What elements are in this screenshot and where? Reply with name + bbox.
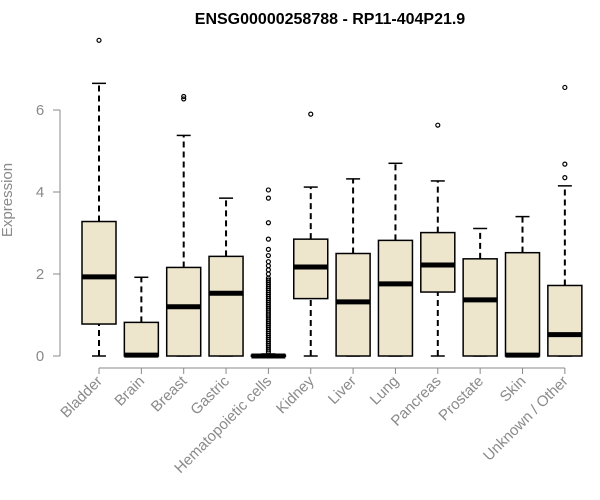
outlier-point [435, 122, 441, 128]
box-skin [504, 215, 541, 358]
outlier-point [265, 220, 271, 226]
x-tick-label: Bladder [57, 373, 106, 422]
box-iqr [420, 231, 456, 293]
x-tick-label: Breast [148, 372, 191, 415]
box-prostate [462, 227, 498, 357]
x-tick-label: Kidney [273, 372, 318, 417]
y-axis: 0 2 4 6 [36, 102, 61, 365]
box-hematopoietic-cells [250, 187, 287, 359]
box-iqr [165, 266, 202, 357]
outlier-point [562, 175, 568, 181]
outlier-point [265, 263, 271, 269]
box-liver [335, 178, 371, 357]
outlier-point [265, 236, 271, 242]
outlier-point [265, 267, 271, 273]
y-tick-label: 6 [36, 102, 44, 119]
box-kidney [293, 111, 329, 357]
box-pancreas [420, 122, 456, 357]
y-tick-label: 4 [36, 184, 44, 201]
outlier-point [181, 93, 187, 100]
y-tick-label: 2 [36, 266, 44, 283]
box-iqr [377, 239, 414, 357]
outlier-point [265, 259, 271, 265]
box-iqr [123, 321, 160, 357]
box-brain [123, 276, 160, 358]
outlier-point [265, 187, 271, 193]
outlier-point [181, 96, 187, 102]
x-tick-label: Prostate [435, 373, 487, 425]
box-iqr [335, 252, 371, 357]
y-axis-label: Expression [0, 163, 16, 237]
y-tick-label: 0 [36, 348, 44, 365]
outlier-point [265, 252, 271, 259]
box-bladder [81, 37, 117, 357]
box-lung [377, 162, 414, 357]
x-tick-label: Brain [111, 373, 148, 410]
outlier-point [265, 195, 271, 201]
box-iqr [208, 255, 244, 357]
outlier-point [308, 111, 314, 117]
x-tick-label: Liver [325, 373, 360, 408]
outlier-point [562, 161, 568, 167]
outlier-point [96, 37, 102, 43]
box-iqr [462, 258, 498, 357]
x-tick-label: Skin [497, 373, 530, 406]
outlier-point [265, 246, 271, 252]
box-iqr [81, 220, 117, 325]
box-gastric [208, 197, 244, 357]
box-iqr [547, 284, 583, 357]
outlier-point [562, 84, 568, 91]
box-breast [165, 93, 202, 357]
outlier-point [265, 271, 271, 277]
outlier-point [265, 277, 271, 283]
boxes-group [81, 37, 583, 359]
box-unknown-other [547, 84, 583, 357]
box-iqr [504, 251, 541, 357]
x-tick-label: Lung [367, 373, 403, 409]
chart-title: ENSG00000258788 - RP11-404P21.9 [195, 11, 466, 28]
